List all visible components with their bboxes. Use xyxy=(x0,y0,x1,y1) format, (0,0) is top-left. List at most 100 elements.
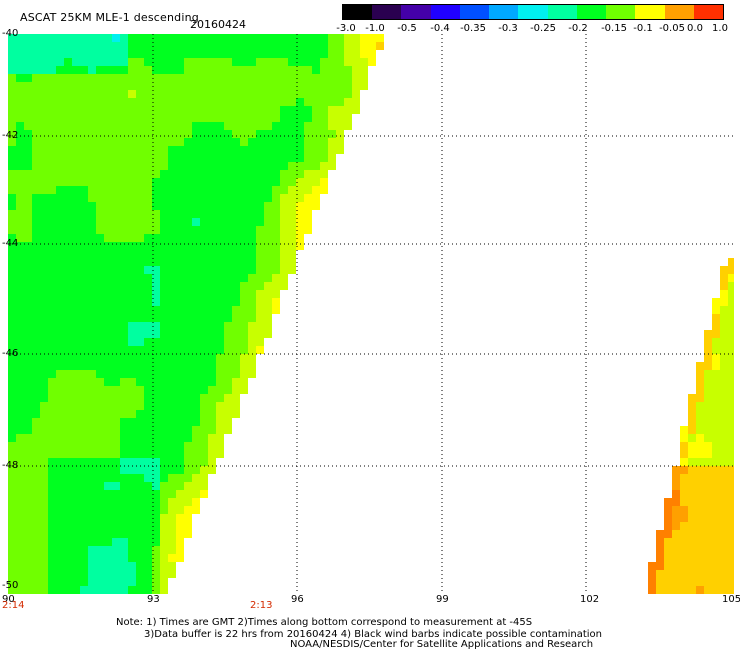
swath-cell xyxy=(304,130,312,138)
swath-cell xyxy=(176,130,184,138)
swath-cell xyxy=(56,290,64,298)
swath-cell xyxy=(264,322,272,330)
longitude-label: 90 xyxy=(2,594,15,605)
swath-cell xyxy=(152,82,160,90)
swath-cell xyxy=(64,66,72,74)
swath-cell xyxy=(712,570,720,578)
swath-cell xyxy=(112,378,120,386)
swath-cell xyxy=(696,450,704,458)
swath-cell xyxy=(208,114,216,122)
swath-cell xyxy=(184,210,192,218)
swath-cell xyxy=(176,530,184,538)
swath-cell xyxy=(296,138,304,146)
swath-cell xyxy=(232,258,240,266)
swath-cell xyxy=(96,242,104,250)
swath-cell xyxy=(264,226,272,234)
swath-cell xyxy=(720,554,728,562)
swath-cell xyxy=(304,194,312,202)
swath-cell xyxy=(184,370,192,378)
swath-cell xyxy=(648,578,656,586)
swath-cell xyxy=(72,482,80,490)
swath-cell xyxy=(728,346,734,354)
swath-cell xyxy=(32,562,40,570)
swath-cell xyxy=(176,218,184,226)
swath-cell xyxy=(72,354,80,362)
swath-cell xyxy=(224,402,232,410)
swath-cell xyxy=(688,418,696,426)
swath-cell xyxy=(200,218,208,226)
swath-cell xyxy=(224,354,232,362)
swath-cell xyxy=(176,226,184,234)
swath-cell xyxy=(24,362,32,370)
swath-cell xyxy=(192,474,200,482)
swath-cell xyxy=(80,514,88,522)
map-date: 20160424 xyxy=(190,18,246,31)
swath-cell xyxy=(704,338,712,346)
swath-cell xyxy=(224,370,232,378)
swath-cell xyxy=(296,218,304,226)
swath-cell xyxy=(48,122,56,130)
swath-cell xyxy=(152,162,160,170)
swath-cell xyxy=(728,330,734,338)
swath-cell xyxy=(8,186,16,194)
swath-cell xyxy=(80,482,88,490)
swath-cell xyxy=(256,258,264,266)
swath-cell xyxy=(224,34,232,42)
swath-cell xyxy=(120,586,128,594)
swath-cell xyxy=(96,378,104,386)
swath-cell xyxy=(24,562,32,570)
swath-cell xyxy=(312,50,320,58)
swath-cell xyxy=(32,322,40,330)
swath-cell xyxy=(128,402,136,410)
swath-cell xyxy=(8,242,16,250)
swath-cell xyxy=(176,50,184,58)
swath-cell xyxy=(192,418,200,426)
swath-cell xyxy=(136,218,144,226)
swath-cell xyxy=(96,338,104,346)
swath-cell xyxy=(160,378,168,386)
swath-cell xyxy=(64,402,72,410)
swath-cell xyxy=(136,330,144,338)
swath-cell xyxy=(264,330,272,338)
swath-cell xyxy=(728,322,734,330)
swath-cell xyxy=(200,258,208,266)
swath-cell xyxy=(24,578,32,586)
swath-cell xyxy=(144,146,152,154)
swath-cell xyxy=(56,498,64,506)
swath-cell xyxy=(152,442,160,450)
swath-cell xyxy=(232,170,240,178)
swath-cell xyxy=(696,426,704,434)
swath-cell xyxy=(720,394,728,402)
swath-cell xyxy=(120,122,128,130)
swath-cell xyxy=(208,98,216,106)
swath-cell xyxy=(48,202,56,210)
swath-cell xyxy=(80,554,88,562)
swath-cell xyxy=(104,74,112,82)
swath-cell xyxy=(40,106,48,114)
swath-cell xyxy=(64,530,72,538)
swath-cell xyxy=(88,434,96,442)
swath-cell xyxy=(200,458,208,466)
swath-cell xyxy=(176,322,184,330)
swath-cell xyxy=(16,442,24,450)
swath-cell xyxy=(312,202,320,210)
swath-cell xyxy=(88,162,96,170)
swath-cell xyxy=(24,186,32,194)
swath-cell xyxy=(200,426,208,434)
swath-cell xyxy=(136,154,144,162)
swath-cell xyxy=(272,162,280,170)
swath-cell xyxy=(8,50,16,58)
swath-cell xyxy=(40,242,48,250)
swath-cell xyxy=(112,570,120,578)
swath-cell xyxy=(160,450,168,458)
swath-cell xyxy=(80,122,88,130)
swath-cell xyxy=(16,546,24,554)
swath-cell xyxy=(24,258,32,266)
swath-cell xyxy=(720,514,728,522)
swath-cell xyxy=(160,114,168,122)
swath-cell xyxy=(720,410,728,418)
swath-cell xyxy=(264,138,272,146)
colorbar-segment xyxy=(635,5,665,19)
swath-cell xyxy=(8,82,16,90)
swath-cell xyxy=(64,554,72,562)
